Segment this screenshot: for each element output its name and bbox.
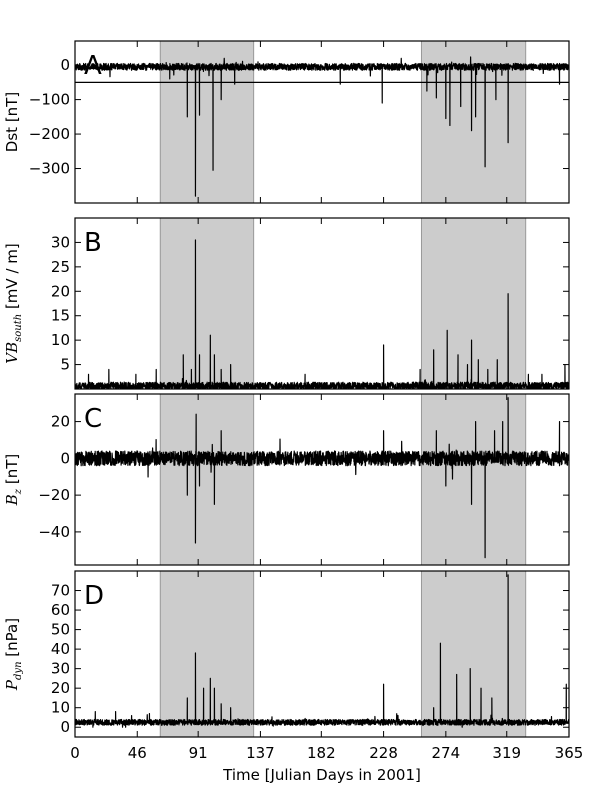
panel-letter: B xyxy=(84,228,102,258)
y-tick-label: 15 xyxy=(51,307,70,325)
plot-frame xyxy=(74,570,570,738)
y-tick-label: 40 xyxy=(51,640,70,658)
y-axis-label: Pdyn [nPa] xyxy=(3,618,24,691)
y-tick-label: 10 xyxy=(51,331,70,349)
x-tick-label: 319 xyxy=(492,744,521,762)
y-tick-label: 30 xyxy=(51,233,70,251)
x-tick-label: 46 xyxy=(128,744,147,762)
y-label-subscript: dyn xyxy=(13,661,24,680)
y-tick-label: 70 xyxy=(51,582,70,600)
panel-letter: A xyxy=(84,51,102,81)
series-line xyxy=(75,239,569,389)
y-tick-label: 0 xyxy=(60,718,70,736)
y-label-subscript: z xyxy=(13,488,24,495)
panel-c: 20 0 −20 −40 C Bz [nT] xyxy=(3,393,570,566)
x-tick-label: 137 xyxy=(246,744,275,762)
y-axis-label: VBsouth [mV / m] xyxy=(3,243,24,363)
series-line xyxy=(75,397,569,559)
series-line xyxy=(75,574,569,728)
y-tick-label: 0 xyxy=(60,449,70,467)
y-tick-label: 20 xyxy=(51,413,70,431)
y-tick-label: −300 xyxy=(29,160,70,178)
y-label-subscript: south xyxy=(13,314,24,342)
y-label-unit: [nT] xyxy=(3,454,21,489)
y-tick-label: −100 xyxy=(29,91,70,109)
y-tick-label: −40 xyxy=(38,523,70,541)
shaded-interval-1 xyxy=(159,393,255,566)
shaded-interval-2 xyxy=(420,393,527,566)
y-tick-label: −20 xyxy=(38,486,70,504)
y-label-main: P xyxy=(3,679,21,691)
series-line xyxy=(75,56,569,197)
x-tick-label: 0 xyxy=(70,744,80,762)
panel-a: 0 −100 −200 −300 A Dst [nT] xyxy=(3,40,570,204)
shaded-interval-2 xyxy=(420,217,527,390)
y-tick-label: 60 xyxy=(51,601,70,619)
panel-letter: C xyxy=(84,404,102,434)
x-tick-label: 365 xyxy=(555,744,584,762)
y-tick-label: −200 xyxy=(29,125,70,143)
y-label-unit: [nPa] xyxy=(3,618,21,662)
plot-frame xyxy=(74,40,570,204)
y-tick-label: 20 xyxy=(51,282,70,300)
shaded-interval-1 xyxy=(159,217,255,390)
y-label-main: VB xyxy=(3,342,21,364)
x-tick-label: 182 xyxy=(307,744,336,762)
x-tick-label: 274 xyxy=(432,744,461,762)
x-tick-label: 228 xyxy=(369,744,398,762)
y-tick-label: 5 xyxy=(60,356,70,374)
shaded-interval-2 xyxy=(420,570,527,738)
panel-letter: D xyxy=(84,581,104,611)
y-tick-label: 25 xyxy=(51,258,70,276)
shaded-interval-1 xyxy=(159,570,255,738)
y-tick-label: 20 xyxy=(51,679,70,697)
y-label-main: B xyxy=(3,494,21,506)
x-tick-label: 91 xyxy=(189,744,208,762)
panel-b: 5 10 15 20 25 30 B VBsouth [mV / m] xyxy=(3,217,570,390)
plot-frame xyxy=(74,393,570,566)
y-tick-label: 30 xyxy=(51,660,70,678)
x-axis-title: Time [Julian Days in 2001] xyxy=(222,766,421,784)
y-label-unit: [mV / m] xyxy=(3,243,21,314)
plot-frame xyxy=(74,217,570,390)
x-axis: Time [Julian Days in 2001] 0 46 91 137 182 22… xyxy=(70,744,583,784)
y-tick-label: 10 xyxy=(51,699,70,717)
y-axis-label: Dst [nT] xyxy=(3,92,21,152)
y-tick-label: 50 xyxy=(51,621,70,639)
y-axis-label: Bz [nT] xyxy=(3,454,24,506)
y-tick-label: 0 xyxy=(60,56,70,74)
